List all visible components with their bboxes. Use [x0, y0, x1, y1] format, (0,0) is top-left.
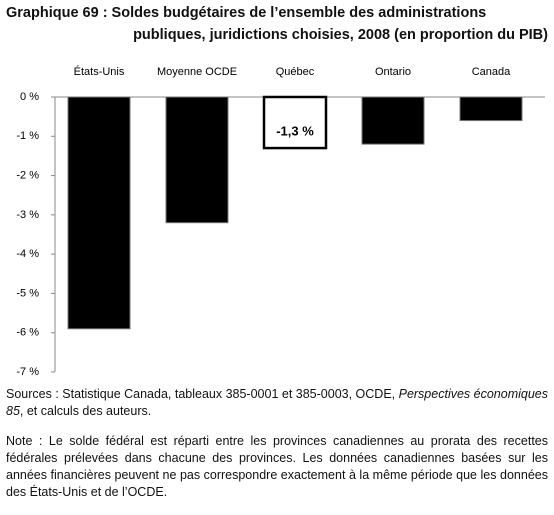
chart-title: Graphique 69 : Soldes budgétaires de l’e… — [6, 5, 486, 21]
y-tick-label: -7 % — [16, 366, 39, 378]
value-label: -1,3 % — [276, 124, 314, 139]
bar — [262, 95, 328, 150]
y-tick-label: -5 % — [16, 287, 39, 299]
x-tick-label: Québec — [276, 66, 315, 78]
bar — [67, 96, 131, 330]
value-label: -0,6 % — [472, 96, 510, 111]
value-label: -1,2 % — [374, 120, 412, 135]
value-label: -3,2 % — [178, 198, 216, 213]
sources-text: Perspectives économiques 85 — [6, 387, 548, 418]
chart: Graphique 69 : Soldes budgétaires de l’e… — [6, 5, 548, 378]
x-tick-label: Moyenne OCDE — [157, 66, 237, 78]
value-label: -5,9 % — [80, 304, 118, 319]
sources-text: , et calculs des auteurs. — [19, 404, 152, 418]
x-tick-label: États-Unis — [74, 65, 125, 78]
bar — [361, 96, 425, 145]
x-tick-label: Ontario — [375, 66, 411, 78]
y-tick-label: -4 % — [16, 248, 39, 260]
sources-text: Sources : Statistique Canada, tableaux 3… — [6, 387, 399, 401]
y-tick-label: -1 % — [16, 130, 39, 142]
note: Note : Le solde fédéral est réparti entr… — [6, 434, 548, 499]
y-tick-label: -6 % — [16, 327, 39, 339]
sources: Sources : Statistique Canada, tableaux 3… — [6, 386, 548, 420]
y-tick-label: 0 % — [20, 91, 39, 103]
bar — [459, 96, 523, 122]
y-tick-label: -3 % — [16, 209, 39, 221]
y-tick-label: -2 % — [16, 169, 39, 181]
bar — [165, 96, 229, 224]
chart-title: publiques, juridictions choisies, 2008 (… — [133, 27, 548, 43]
x-tick-label: Canada — [472, 66, 511, 78]
